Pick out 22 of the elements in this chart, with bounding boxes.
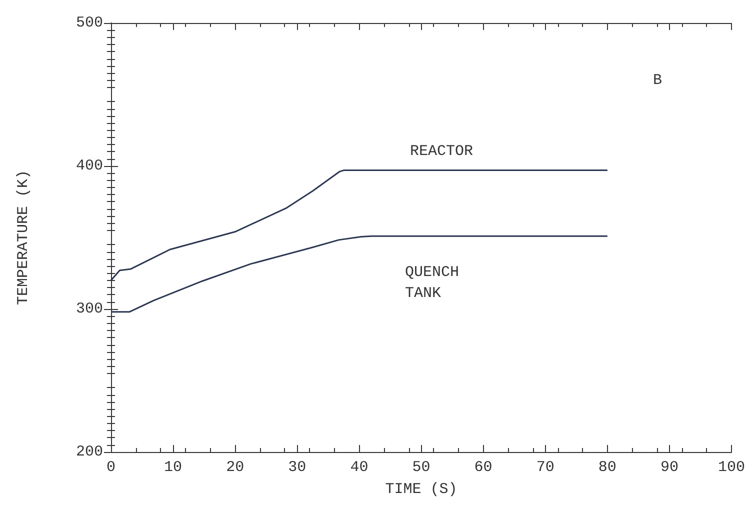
y-tick-label: 200 — [76, 444, 103, 460]
x-tick-label: 10 — [164, 459, 182, 476]
x-tick-label: 40 — [350, 459, 368, 476]
y-tick-label: 400 — [76, 158, 103, 174]
x-tick-label: 80 — [598, 459, 616, 476]
x-tick-label: 70 — [536, 459, 554, 476]
annotation: QUENCH TANK — [405, 264, 460, 302]
x-tick-label: 90 — [660, 459, 678, 476]
y-tick-label: 300 — [76, 300, 103, 318]
line-series — [110, 170, 608, 282]
annotation: B — [653, 72, 662, 89]
x-tick-label: 0 — [106, 459, 116, 476]
x-tick-label: 20 — [226, 459, 244, 476]
y-tick-label: 500 — [76, 14, 103, 32]
x-tick-label: 60 — [474, 459, 492, 476]
x-tick-label: 50 — [412, 459, 430, 476]
annotation: REACTOR — [410, 143, 474, 160]
x-tick-label: 100 — [718, 459, 746, 476]
x-tick-label: 30 — [288, 459, 306, 476]
x-axis-title: TIME (S) — [385, 481, 458, 498]
line-series — [110, 235, 608, 313]
y-axis-title: TEMPERATURE (K) — [15, 170, 32, 306]
